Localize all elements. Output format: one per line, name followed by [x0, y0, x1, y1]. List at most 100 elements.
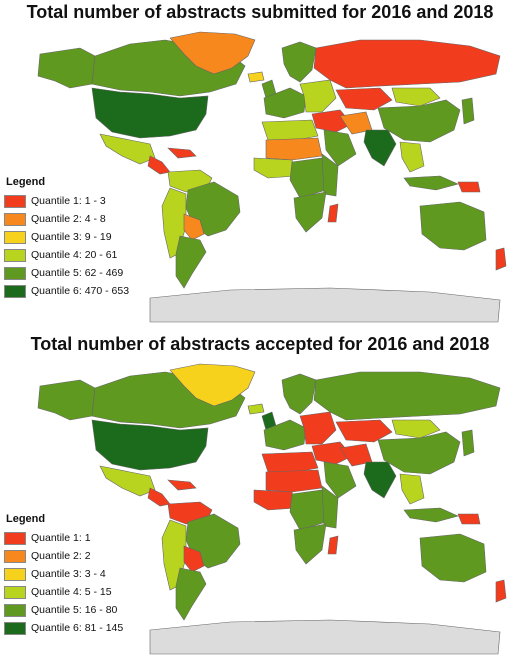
region-new-zealand [495, 579, 507, 603]
region-australia [419, 533, 487, 583]
region-argentina [175, 567, 207, 621]
region-east-africa [321, 485, 339, 529]
region-japan [461, 429, 475, 457]
region-india [363, 129, 397, 167]
legend-label: Quantile 1: 1 [31, 532, 91, 544]
legend-item: Quantile 2: 2 [4, 547, 154, 565]
region-russia [313, 371, 501, 421]
legend-swatch [4, 248, 26, 262]
legend-swatch [4, 531, 26, 545]
legend-label: Quantile 4: 20 - 61 [31, 249, 118, 261]
region-indonesia [403, 507, 459, 523]
region-scandinavia [281, 41, 317, 83]
region-greenland [169, 31, 256, 75]
legend-label: Quantile 6: 470 - 653 [31, 285, 130, 297]
region-caribbean [167, 147, 197, 159]
legend-item: Quantile 1: 1 - 3 [4, 192, 154, 210]
legend-label: Quantile 5: 62 - 469 [31, 267, 124, 279]
region-bolivia-paraguay [183, 545, 205, 573]
legend-label: Quantile 3: 9 - 19 [31, 231, 112, 243]
region-iceland [247, 403, 265, 415]
region-png [457, 513, 481, 525]
region-madagascar [327, 535, 339, 555]
legend-item: Quantile 4: 20 - 61 [4, 246, 154, 264]
region-mongolia [391, 419, 441, 439]
region-usa [91, 87, 209, 139]
region-madagascar [327, 203, 339, 223]
legend-rows: Quantile 1: 1 Quantile 2: 2 Quantile 3: 3 … [4, 529, 154, 637]
region-australia [419, 201, 487, 251]
legend-rows: Quantile 1: 1 - 3 Quantile 2: 4 - 8 Quanti… [4, 192, 154, 300]
legend-label: Quantile 2: 2 [31, 550, 91, 562]
legend-item: Quantile 4: 5 - 15 [4, 583, 154, 601]
legend-item: Quantile 6: 81 - 145 [4, 619, 154, 637]
region-alaska [37, 379, 96, 421]
legend-swatch [4, 549, 26, 563]
region-west-africa [253, 489, 297, 511]
region-central-america [147, 155, 171, 175]
legend: Legend Quantile 1: 1 Quantile 2: 2 Quantil… [4, 513, 154, 637]
legend-title: Legend [6, 513, 46, 525]
legend-swatch [4, 567, 26, 581]
region-se-asia [399, 473, 425, 505]
legend-swatch [4, 603, 26, 617]
region-indonesia [403, 175, 459, 191]
legend-label: Quantile 6: 81 - 145 [31, 622, 124, 634]
legend-swatch [4, 230, 26, 244]
legend-swatch [4, 266, 26, 280]
world-map [37, 31, 507, 323]
region-north-africa [261, 451, 319, 473]
legend-swatch [4, 621, 26, 635]
region-antarctica [149, 287, 501, 323]
legend-swatch [4, 284, 26, 298]
legend-item: Quantile 6: 470 - 653 [4, 282, 154, 300]
region-mexico [99, 465, 156, 497]
region-arabia [323, 461, 357, 499]
legend-swatch [4, 585, 26, 599]
region-greenland [169, 363, 256, 407]
region-china [377, 99, 461, 143]
legend-item: Quantile 1: 1 [4, 529, 154, 547]
legend-item: Quantile 3: 9 - 19 [4, 228, 154, 246]
region-antarctica [149, 619, 501, 655]
region-russia [313, 39, 501, 89]
region-southern-africa [293, 191, 327, 233]
map-title: Total number of abstracts accepted for 2… [30, 334, 490, 354]
region-western-europe [263, 419, 307, 451]
region-western-europe [263, 87, 307, 119]
world-map [37, 363, 507, 655]
region-mexico [99, 133, 156, 165]
legend-item: Quantile 5: 16 - 80 [4, 601, 154, 619]
region-bolivia-paraguay [183, 213, 205, 241]
region-mongolia [391, 87, 441, 107]
legend-label: Quantile 4: 5 - 15 [31, 586, 112, 598]
map-title: Total number of abstracts submitted for … [26, 2, 494, 22]
region-india [363, 461, 397, 499]
legend-swatch [4, 212, 26, 226]
region-east-africa [321, 153, 339, 197]
region-alaska [37, 47, 96, 89]
region-west-africa [253, 157, 297, 179]
region-north-africa [261, 119, 319, 141]
region-eastern-europe [299, 79, 337, 113]
region-sahara [265, 469, 323, 493]
legend-label: Quantile 2: 4 - 8 [31, 213, 106, 225]
legend-title: Legend [6, 176, 46, 188]
region-usa [91, 419, 209, 471]
accepted-map-panel: Total number of abstracts accepted for 2… [0, 332, 520, 661]
legend-item: Quantile 2: 4 - 8 [4, 210, 154, 228]
legend: Legend Quantile 1: 1 - 3 Quantile 2: 4 - … [4, 176, 154, 300]
submitted-map-panel: Total number of abstracts submitted for … [0, 0, 520, 330]
region-scandinavia [281, 373, 317, 415]
legend-label: Quantile 3: 3 - 4 [31, 568, 106, 580]
region-southern-africa [293, 523, 327, 565]
region-arabia [323, 129, 357, 167]
region-japan [461, 97, 475, 125]
region-central-africa [289, 157, 327, 199]
region-kazakhstan [335, 87, 393, 111]
legend-item: Quantile 3: 3 - 4 [4, 565, 154, 583]
region-central-africa [289, 489, 327, 531]
region-kazakhstan [335, 419, 393, 443]
region-central-america [147, 487, 171, 507]
legend-swatch [4, 194, 26, 208]
